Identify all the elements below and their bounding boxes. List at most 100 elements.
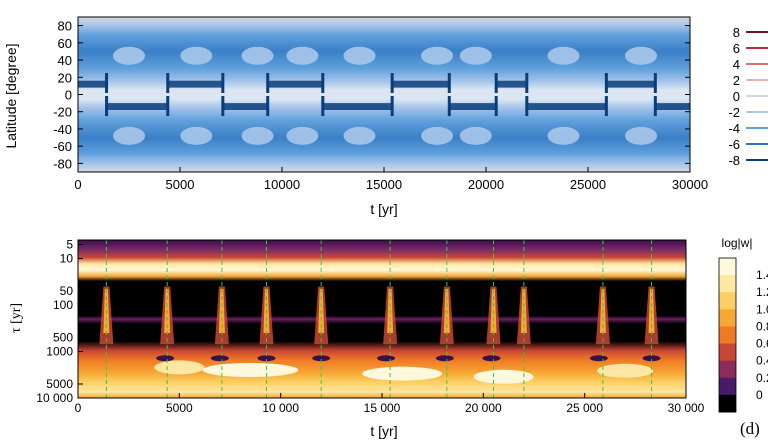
bottom-y-tick-label: 1000 <box>46 345 73 359</box>
power-blob <box>597 363 654 378</box>
low-power-spot <box>210 355 229 362</box>
bottom-x-axis-label: t [yr] <box>370 423 397 439</box>
light-patch-south <box>180 126 213 145</box>
bottom-colorbar-label: 1.4 <box>756 268 768 282</box>
bottom-x-tick-label: 25 000 <box>566 401 603 415</box>
bottom-y-axis-label: τ [yr] <box>9 303 24 333</box>
top-colorbar-label: -6 <box>728 137 740 152</box>
low-power-spot <box>482 355 501 362</box>
bottom-colorbar-segment <box>719 309 736 327</box>
light-patch-north <box>286 46 319 65</box>
light-patch-north <box>343 46 376 65</box>
bottom-colorbar-segment <box>719 377 736 396</box>
top-colorbar-label: -2 <box>728 105 740 120</box>
bottom-colorbar-segment <box>719 360 736 379</box>
equatorial-band-segment <box>655 103 690 110</box>
bottom-colorbar-label: 1.0 <box>756 302 768 316</box>
equatorial-band-segment <box>78 80 107 88</box>
low-power-spot <box>377 355 396 362</box>
equatorial-band-segment <box>322 103 393 110</box>
top-colorbar-label: 0 <box>733 89 740 104</box>
top-y-tick-label: 0 <box>65 88 72 103</box>
light-patch-north <box>625 46 658 65</box>
top-x-tick-label: 15000 <box>366 177 402 192</box>
light-patch-north <box>241 46 274 65</box>
equatorial-band-segment <box>606 80 656 88</box>
top-y-tick-label: -60 <box>53 139 72 154</box>
light-patch-south <box>625 126 658 145</box>
bottom-colorbar-label: 0 <box>756 388 763 402</box>
bottom-y-tick-label: 5000 <box>46 377 73 391</box>
top-y-tick-label: -20 <box>53 105 72 120</box>
equatorial-band-segment <box>526 103 607 110</box>
bottom-colorbar-segment <box>719 343 736 362</box>
power-blob <box>362 366 443 381</box>
bottom-x-ticks: 0 5000 10 000 15 000 20 000 25 000 30 000 <box>75 393 705 415</box>
bottom-colorbar-label: 0.6 <box>756 337 768 351</box>
top-y-axis-label: Latitude [degree] <box>3 43 19 148</box>
light-patch-north <box>180 46 213 65</box>
equatorial-band-segment <box>267 80 323 88</box>
bottom-colorbar-label: 0.2 <box>756 371 768 385</box>
light-patch-south <box>286 126 319 145</box>
light-patch-north <box>421 46 454 65</box>
top-x-ticks: 0 5000 10000 15000 20000 25000 30000 <box>74 167 708 192</box>
bottom-colorbar-segment <box>719 258 736 276</box>
top-plot-features <box>78 46 690 145</box>
bottom-y-tick-label: 500 <box>53 331 73 345</box>
bottom-x-tick-label: 5000 <box>166 401 193 415</box>
light-patch-south <box>241 126 274 145</box>
bottom-colorbar-label: 0.8 <box>756 319 768 333</box>
light-patch-south <box>343 126 376 145</box>
top-colorbar-label: 2 <box>733 73 740 88</box>
bottom-colorbar-segment <box>719 394 736 413</box>
top-colorbar-label: 6 <box>733 41 740 56</box>
top-y-tick-label: -80 <box>53 156 72 171</box>
low-power-spot <box>589 355 608 362</box>
top-x-tick-label: 5000 <box>166 177 195 192</box>
top-y-tick-label: 60 <box>58 36 72 51</box>
equatorial-band-segment <box>449 103 497 110</box>
bottom-plot-features <box>99 240 661 398</box>
power-blob <box>473 369 534 384</box>
top-colorbar-label: 8 <box>733 25 740 40</box>
top-x-tick-label: 30000 <box>672 177 708 192</box>
light-patch-north <box>459 46 492 65</box>
light-patch-south <box>421 126 454 145</box>
equatorial-band-segment <box>106 103 168 110</box>
bottom-y-tick-label: 50 <box>60 284 74 298</box>
bottom-x-tick-label: 30 000 <box>668 401 705 415</box>
low-power-spot <box>642 355 661 362</box>
bottom-y-tick-label: 100 <box>53 298 73 312</box>
low-power-spot <box>257 355 276 362</box>
top-colorbar-label: -8 <box>728 153 740 168</box>
top-y-tick-label: 40 <box>58 53 72 68</box>
equatorial-band-segment <box>222 103 268 110</box>
equatorial-band-segment <box>496 80 527 88</box>
bottom-colorbar-frame <box>718 257 737 413</box>
bottom-colorbar-label: 1.2 <box>756 285 768 299</box>
equatorial-band-segment <box>392 80 450 88</box>
top-x-tick-label: 10000 <box>264 177 300 192</box>
top-colorbar-label: 4 <box>733 57 740 72</box>
equatorial-band-segment <box>167 80 223 88</box>
bottom-y-tick-label: 5 <box>66 238 73 252</box>
light-patch-north <box>113 46 145 65</box>
top-x-tick-label: 25000 <box>570 177 606 192</box>
panel-annotation: (d) <box>740 419 760 438</box>
power-blob <box>154 360 205 375</box>
low-power-spot <box>435 355 454 362</box>
top-y-tick-label: 80 <box>58 19 72 34</box>
low-power-spot <box>312 355 331 362</box>
bottom-x-tick-label: 15 000 <box>364 401 401 415</box>
light-patch-north <box>547 46 580 65</box>
bottom-y-tick-label: 10 <box>60 252 74 266</box>
top-x-tick-label: 20000 <box>468 177 504 192</box>
top-y-tick-label: 20 <box>58 70 72 85</box>
top-y-ticks: 80 60 40 20 0 -20 -40 -60 -80 <box>53 19 690 171</box>
